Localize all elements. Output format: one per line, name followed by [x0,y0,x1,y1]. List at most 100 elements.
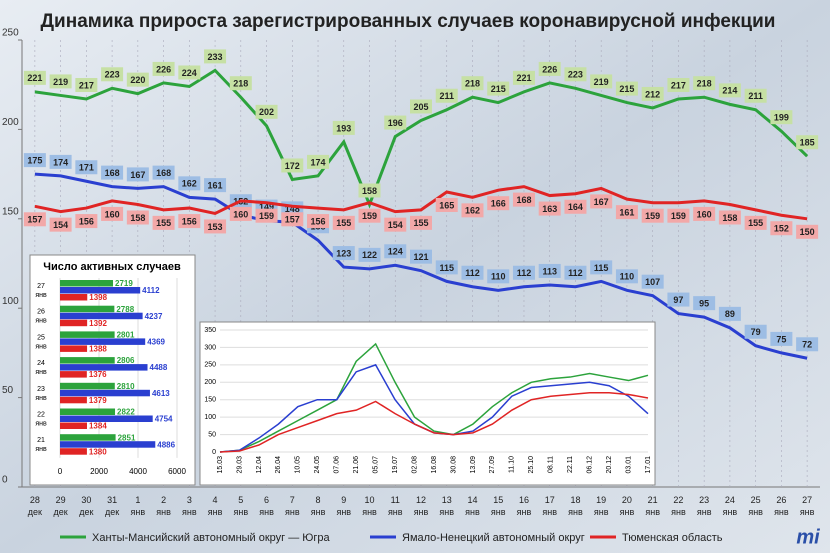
x-tick-label: 16 янв [517,495,532,517]
data-label: 166 [491,199,506,209]
data-label: 159 [671,211,686,221]
x-tick-line: янв [800,507,815,517]
y-tick-label: 100 [204,414,216,421]
data-label: 158 [362,186,377,196]
data-label-box [204,178,227,193]
data-label-box [281,158,304,173]
x-tick-line: 14 [467,495,477,505]
x-tick-line: янв [594,507,609,517]
x-tick-line: янв [336,507,351,517]
x-tick-line: 2 [161,495,166,505]
data-label-box [538,263,561,278]
data-label: 155 [336,218,351,228]
data-label: 220 [130,75,145,85]
data-label-box [358,208,381,223]
x-tick-label: 22 янв [671,495,686,517]
x-tick-label: 1 янв [131,495,146,517]
data-label-box [75,160,98,175]
data-label: 162 [182,179,197,189]
x-tick-line: янв [671,507,686,517]
x-tick-line: 17 [545,495,555,505]
x-tick-line: янв [723,507,738,517]
data-label: 156 [182,216,197,226]
data-label: 157 [285,215,300,225]
data-label-box [332,120,355,135]
x-tick-line: янв [311,507,326,517]
data-label: 4488 [150,363,168,372]
x-tick-label: 07.06 [334,456,341,474]
x-tick-label: 25 янв [748,495,763,517]
bar [60,441,156,448]
data-label-box [538,201,561,216]
x-tick-label: 27.09 [489,456,496,474]
data-label: 168 [516,195,531,205]
x-tick-label: 27 янв [800,495,815,517]
data-label-box [49,154,72,169]
logo: mi [796,526,820,548]
data-label-box [204,49,227,64]
x-tick-label: 02.08 [411,456,418,474]
y-tick-label: 150 [2,206,19,217]
data-label: 153 [208,222,223,232]
data-label-box [435,88,458,103]
data-label: 226 [542,64,557,74]
x-tick-label: 5 янв [233,495,248,517]
x-tick-line: 20 [622,495,632,505]
y-tick-label: 21 янв [35,437,47,453]
legend-label: Ямало-Ненецкий автономный округ [402,532,585,544]
y-tick-label: 0 [2,475,8,486]
data-label: 152 [774,224,789,234]
data-label: 159 [362,211,377,221]
legend-label: Ханты-Мансийский автономный округ — Югра [92,532,331,544]
x-tick-label: 22.11 [567,456,574,473]
x-tick-line: 24 [725,495,735,505]
data-label-box [358,247,381,262]
x-tick-line: дек [28,507,42,517]
data-label: 123 [336,248,351,258]
x-tick-line: янв [697,507,712,517]
data-label: 150 [800,227,815,237]
data-label: 154 [53,220,68,230]
data-label-box [641,274,664,289]
bar [60,371,87,378]
series-line [34,185,808,221]
x-tick-label: 0 [58,467,63,476]
data-label: 167 [594,197,609,207]
x-tick-line: янв [362,507,377,517]
data-label: 97 [673,295,683,305]
data-label-box [101,67,124,82]
data-label: 2810 [117,382,135,391]
data-label-box [384,115,407,130]
data-label: 89 [725,309,735,319]
x-tick-line: дек [54,507,68,517]
data-label: 1398 [89,293,107,302]
x-tick-line: дек [79,507,93,517]
data-label: 4613 [152,389,170,398]
data-label-box [152,215,175,230]
data-label: 155 [156,218,171,228]
x-tick-label: 11.10 [509,456,516,473]
y-tick-label: 300 [204,344,216,351]
bar [60,434,116,441]
data-label: 2801 [117,331,135,340]
data-label: 226 [156,64,171,74]
data-label: 149 [259,202,274,212]
x-tick-label: 2 янв [156,495,171,517]
y-tick-label: 200 [2,117,19,128]
data-label-box [461,265,484,280]
data-label: 221 [27,73,42,83]
data-label: 154 [388,220,403,230]
x-tick-label: 25.10 [528,456,535,474]
x-tick-label: 10 янв [362,495,377,517]
bar [60,415,153,422]
data-label: 4112 [142,286,160,295]
x-tick-line: янв [131,507,146,517]
bar [60,287,141,294]
y-tick-line: 23 [37,386,45,393]
x-tick-label: 16.08 [431,456,438,474]
data-label: 214 [722,86,737,96]
x-tick-label: 15.03 [217,456,224,474]
x-tick-label: 4000 [129,467,147,476]
data-label-box [667,78,690,93]
x-tick-label: 13 янв [439,495,454,517]
